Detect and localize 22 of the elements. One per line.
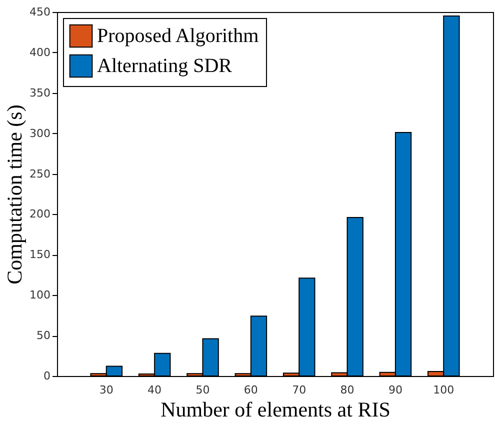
y-tick-label: 50 xyxy=(36,329,50,342)
x-tick-label: 60 xyxy=(244,384,258,396)
x-tick-label: 30 xyxy=(99,384,114,396)
y-tick-label: 400 xyxy=(30,46,50,59)
x-tick-label: 90 xyxy=(388,384,402,396)
legend-label: Alternating SDR xyxy=(97,55,233,77)
x-tick-label: 70 xyxy=(292,384,306,396)
y-tick-label: 0 xyxy=(44,370,50,382)
y-tick-label: 450 xyxy=(30,6,50,18)
y-tick-label: 100 xyxy=(30,288,50,302)
y-tick-label: 300 xyxy=(30,126,50,140)
x-tick-label: 40 xyxy=(148,384,162,396)
y-tick-label: 350 xyxy=(30,86,50,100)
x-axis-title: Number of elements at RIS xyxy=(160,398,390,422)
x-tick-label: 100 xyxy=(433,384,454,396)
y-tick-label: 250 xyxy=(30,167,50,180)
y-axis-title: Computation time (s) xyxy=(2,104,27,284)
legend-label: Proposed Algorithm xyxy=(97,25,260,47)
y-tick-label: 150 xyxy=(30,248,50,262)
x-tick-label: 50 xyxy=(196,384,210,396)
x-tick-label: 80 xyxy=(340,384,354,396)
y-tick-label: 200 xyxy=(30,208,50,221)
